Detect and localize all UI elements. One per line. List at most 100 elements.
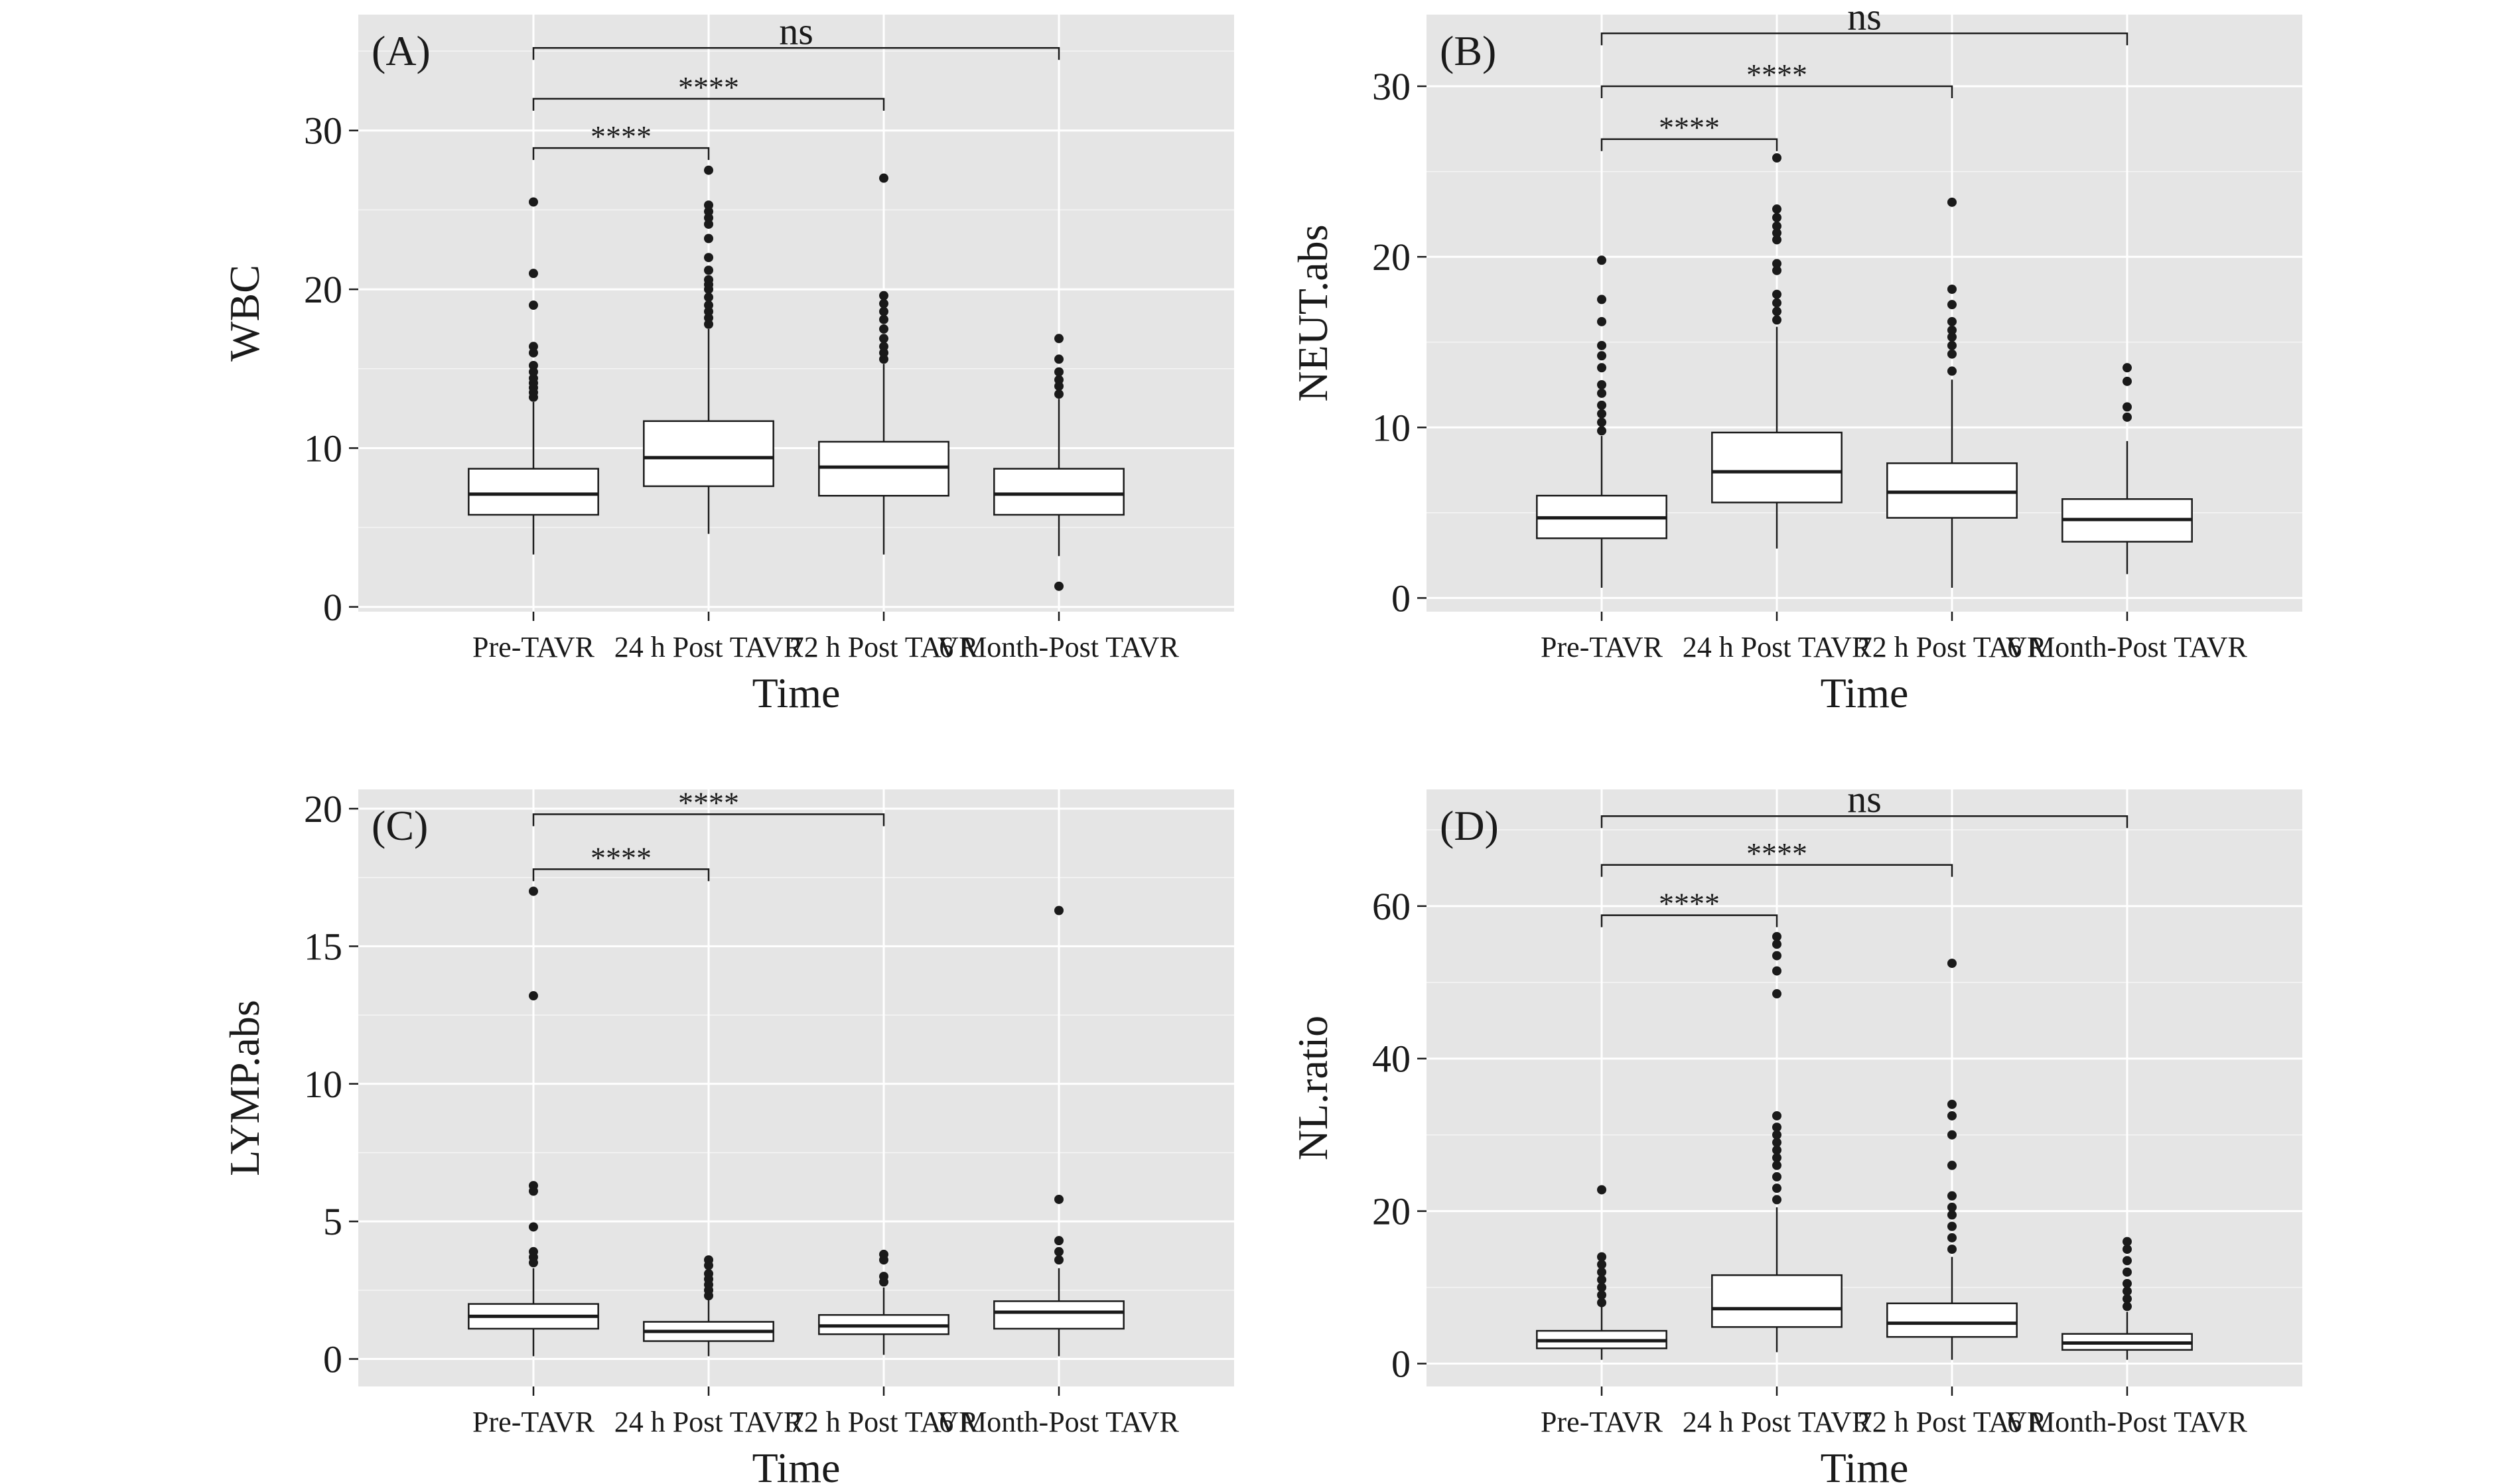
y-tick-label: 0 — [1391, 576, 1411, 620]
y-tick-label: 10 — [1372, 406, 1411, 449]
significance-bracket — [1600, 864, 1953, 877]
panel-label: (C) — [372, 802, 428, 849]
x-tick-label: 24 h Post TAVR — [1683, 1406, 1872, 1438]
outlier-point — [704, 253, 713, 263]
outlier-point — [529, 269, 538, 279]
outlier-point — [1772, 259, 1781, 269]
significance-bracket — [1600, 815, 2128, 829]
box-2 — [818, 173, 949, 555]
outlier-point — [1054, 1194, 1064, 1204]
outlier-point — [1947, 316, 1957, 326]
outlier-point — [879, 1272, 888, 1282]
outlier-point — [879, 306, 888, 316]
box-0 — [468, 197, 599, 555]
outlier-point — [704, 265, 713, 275]
outlier-point — [704, 213, 713, 223]
y-tick-label: 40 — [1372, 1038, 1411, 1081]
outlier-point — [1772, 1195, 1781, 1205]
outlier-point — [1054, 375, 1064, 385]
outlier-point — [1772, 298, 1781, 308]
significance-label: **** — [1659, 111, 1720, 145]
outlier-point — [1772, 931, 1781, 941]
outlier-point — [1947, 340, 1957, 350]
y-axis-title: WBC — [221, 265, 268, 362]
y-axis-title: LYMP.abs — [221, 1000, 268, 1176]
outlier-point — [529, 1222, 538, 1232]
panel-label: (B) — [1440, 27, 1496, 74]
outlier-point — [704, 319, 713, 329]
significance-label: **** — [678, 785, 739, 819]
x-tick-label: 24 h Post TAVR — [614, 1406, 803, 1438]
box-3 — [993, 906, 1125, 1357]
x-tick-label: Pre-TAVR — [472, 1406, 595, 1438]
outlier-point — [1054, 1247, 1064, 1256]
outlier-point — [879, 291, 888, 301]
outlier-point — [1597, 1267, 1606, 1277]
outlier-point — [879, 348, 888, 358]
y-tick-label: 0 — [1391, 1343, 1411, 1386]
outlier-point — [1947, 300, 1957, 310]
y-axis-title: NL.ratio — [1289, 1016, 1336, 1161]
outlier-point — [529, 197, 538, 207]
x-axis-title: Time — [752, 1444, 841, 1484]
outlier-point — [704, 200, 713, 210]
significance-label: **** — [678, 70, 739, 104]
significance-bracket — [1600, 138, 1778, 151]
y-tick-label: 20 — [1372, 236, 1411, 279]
outlier-point — [2123, 412, 2132, 422]
outlier-point — [1054, 334, 1064, 344]
box-iqr — [1886, 1302, 2018, 1338]
outlier-point — [1772, 221, 1781, 231]
outlier-point — [879, 342, 888, 352]
outlier-point — [1054, 1236, 1064, 1246]
y-tick-label: 0 — [323, 1338, 342, 1381]
box-1 — [643, 1255, 774, 1357]
outlier-point — [2123, 1237, 2132, 1247]
outlier-point — [529, 991, 538, 1001]
y-tick-label: 30 — [304, 109, 342, 153]
outlier-point — [1597, 351, 1606, 361]
box-iqr — [643, 420, 774, 488]
box-0 — [1536, 255, 1667, 588]
y-axis-title: NEUT.abs — [1289, 224, 1336, 401]
outlier-point — [704, 275, 713, 285]
box-2 — [1886, 197, 2018, 588]
outlier-point — [1947, 1099, 1957, 1109]
outlier-point — [529, 1181, 538, 1191]
outlier-point — [704, 293, 713, 303]
box-iqr — [1711, 1274, 1843, 1328]
outlier-point — [2123, 402, 2132, 412]
outlier-point — [879, 314, 888, 324]
outlier-point — [2123, 1245, 2132, 1254]
box-iqr — [1886, 462, 2018, 519]
significance-bracket — [532, 868, 710, 882]
significance-bracket — [532, 147, 710, 161]
outlier-point — [1772, 235, 1781, 245]
outlier-point — [1947, 1245, 1957, 1254]
outlier-point — [1772, 306, 1781, 316]
outlier-point — [704, 1255, 713, 1265]
outlier-point — [1772, 989, 1781, 999]
box-0 — [468, 886, 599, 1357]
significance-label: ns — [1847, 0, 1882, 38]
outlier-point — [2123, 1294, 2132, 1304]
outlier-point — [1597, 380, 1606, 389]
outlier-point — [704, 306, 713, 316]
outlier-point — [1054, 354, 1064, 364]
outlier-point — [1947, 1210, 1957, 1220]
outlier-point — [1772, 153, 1781, 163]
outlier-point — [1597, 255, 1606, 265]
box-1 — [1711, 931, 1843, 1353]
outlier-point — [1772, 1138, 1781, 1148]
y-tick-label: 30 — [1372, 65, 1411, 108]
significance-bracket — [532, 98, 885, 111]
outlier-point — [1772, 228, 1781, 238]
outlier-point — [1597, 409, 1606, 419]
x-tick-label: 72 h Post TAVR — [1858, 1406, 2047, 1438]
significance-label: ns — [1847, 777, 1882, 821]
outlier-point — [1597, 340, 1606, 350]
outlier-point — [2123, 1256, 2132, 1266]
outlier-point — [1772, 1160, 1781, 1170]
significance-label: **** — [1746, 837, 1807, 870]
